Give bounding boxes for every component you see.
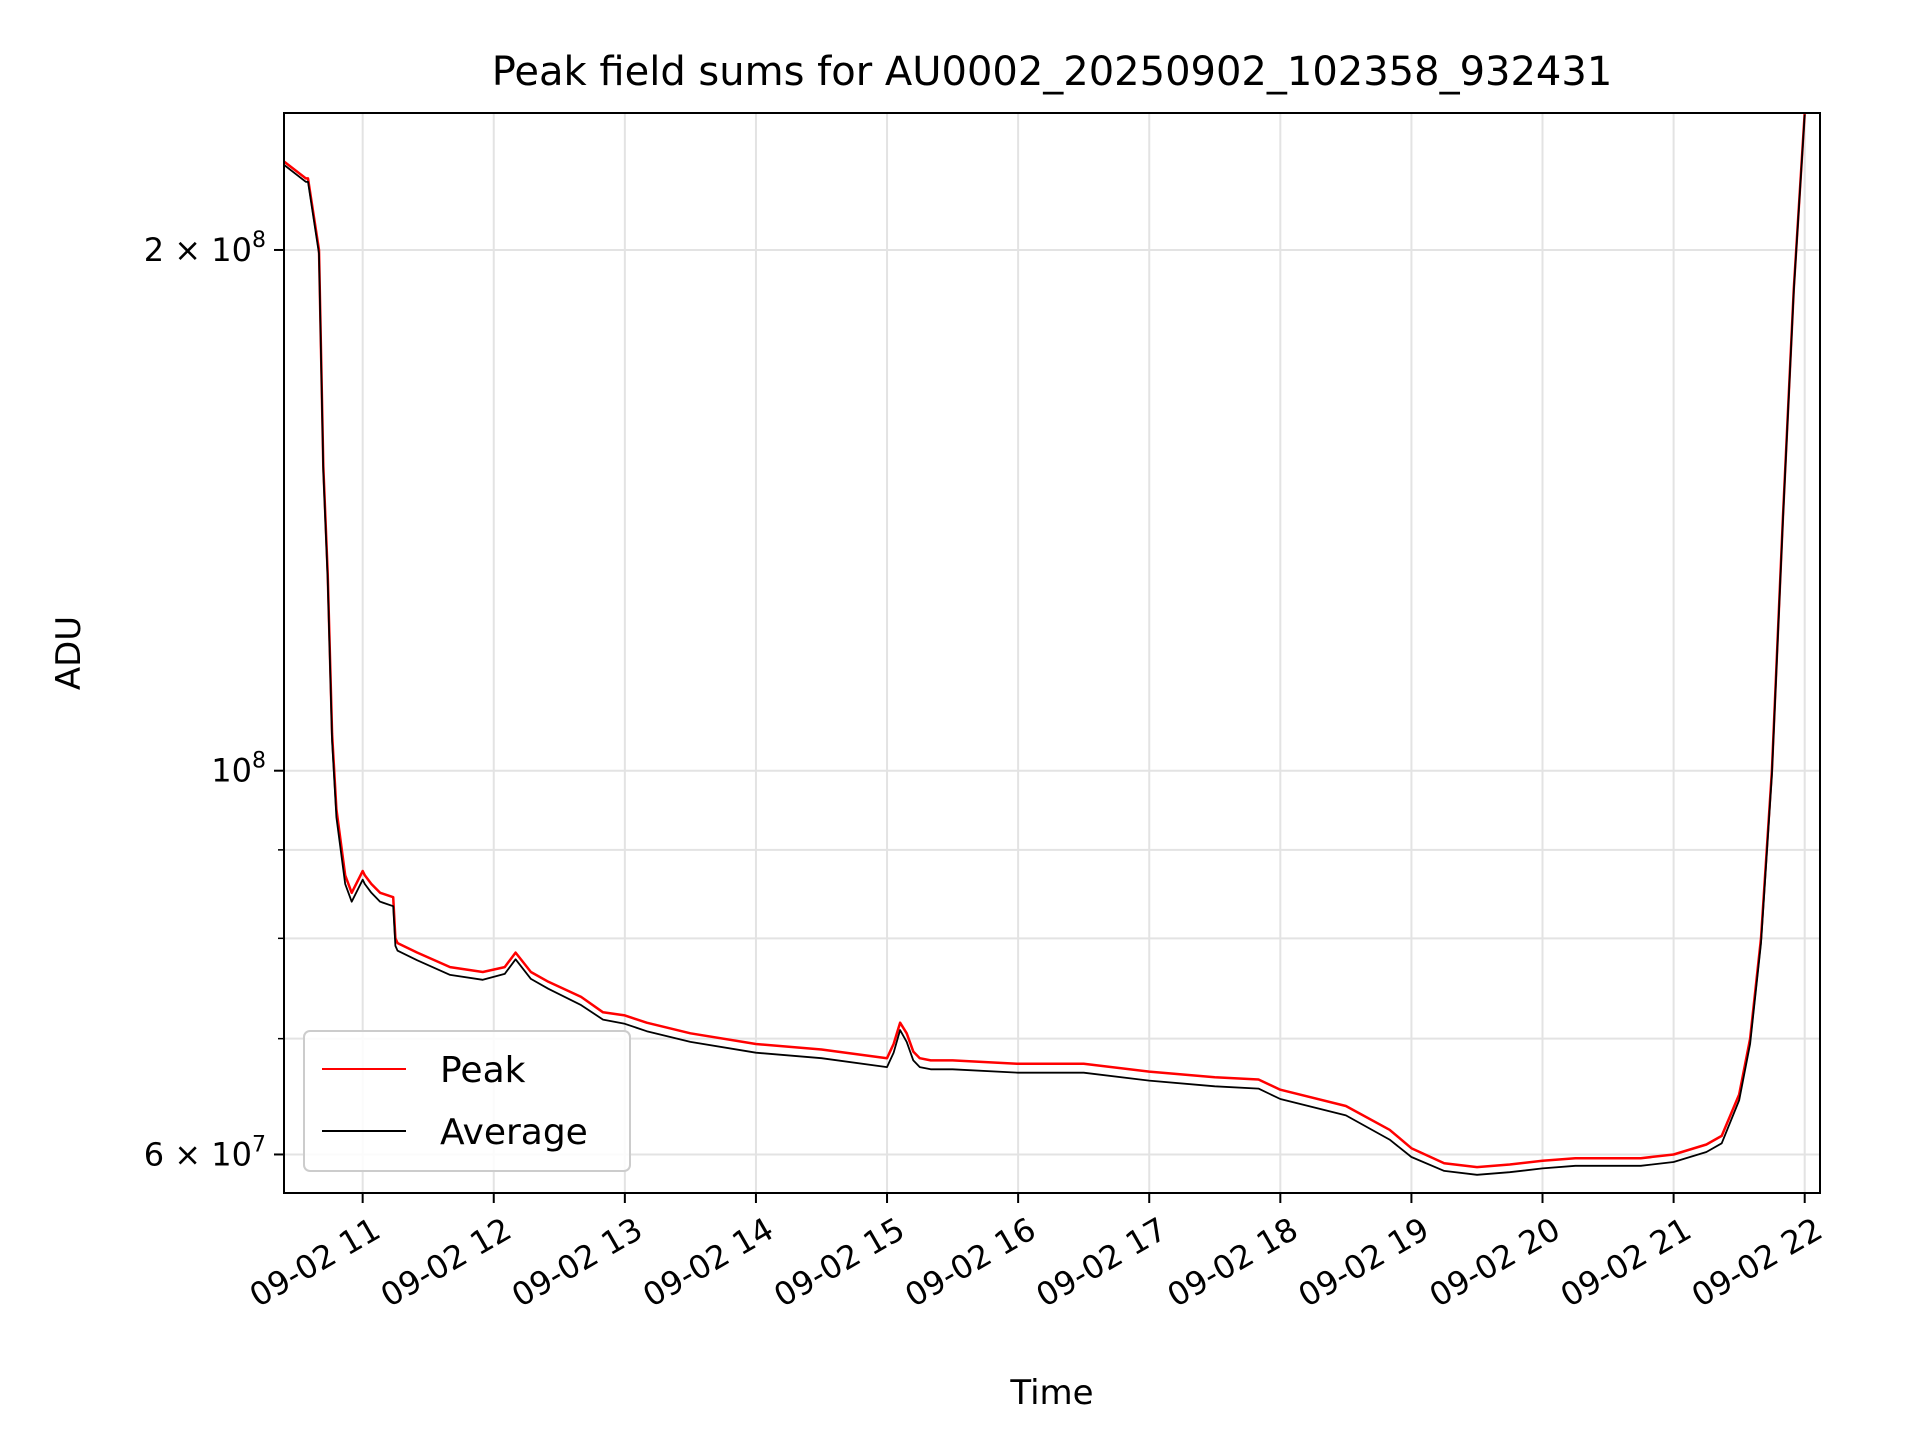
legend-box (303, 1030, 631, 1172)
legend: Peak Average (303, 1030, 631, 1172)
chart-title: Peak field sums for AU0002_20250902_1023… (492, 49, 1613, 95)
series-line-peak (284, 113, 1806, 1169)
legend-label-peak: Peak (440, 1050, 526, 1091)
grid-lines (284, 113, 1820, 1193)
legend-label-average: Average (440, 1112, 588, 1153)
y-axis: 6 × 107 108 2 × 108 (144, 228, 284, 1173)
y-tick-label: 6 × 107 (144, 1132, 266, 1173)
y-axis-label: ADU (49, 616, 89, 690)
series-lines (284, 113, 1806, 1176)
y-tick-label: 2 × 108 (144, 228, 266, 269)
x-axis-label: Time (1009, 1373, 1093, 1413)
series-line-average (284, 114, 1806, 1176)
plot-frame (283, 112, 1821, 1194)
y-tick-label: 108 (211, 749, 266, 790)
